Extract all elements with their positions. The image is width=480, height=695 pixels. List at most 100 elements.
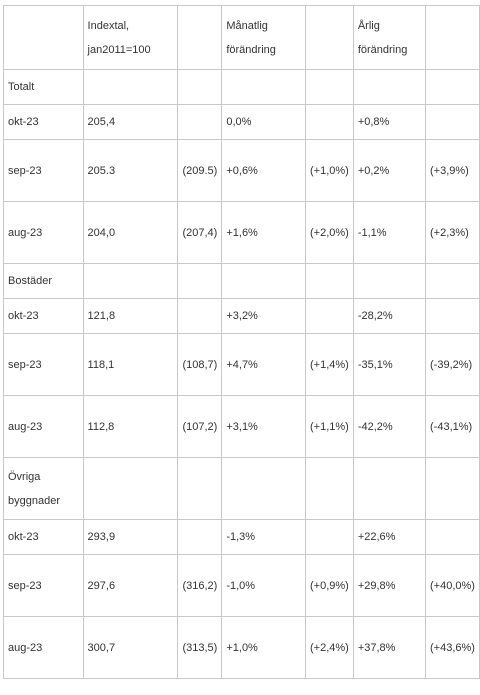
table-cell: 205.3 [82, 139, 179, 202]
table-cell: (+1,1%) [305, 395, 354, 458]
header-cell-annual-prev [425, 5, 480, 70]
table-cell: 118,1 [82, 333, 179, 396]
table-cell [425, 519, 480, 555]
table-cell: (209.5) [177, 139, 223, 202]
table-cell [82, 457, 179, 520]
table-row: sep-23 205.3 (209.5) +0,6% (+1,0%) +0,2%… [3, 139, 480, 202]
table-cell [425, 69, 480, 105]
table-row: sep-23 297,6 (316,2) -1,0% (+0,9%) +29,8… [3, 554, 480, 617]
table-cell: +29,8% [352, 554, 427, 617]
table-cell [177, 263, 223, 299]
table-cell [425, 104, 480, 140]
table-cell: (108,7) [177, 333, 223, 396]
table-cell [305, 298, 354, 334]
table-cell: (107,2) [177, 395, 223, 458]
table-cell [82, 263, 179, 299]
table-cell: okt-23 [3, 298, 84, 334]
table-header-row: Indextal, jan2011=100 Månatlig förändrin… [3, 5, 480, 70]
table-cell [177, 457, 223, 520]
table-cell: (+40,0%) [425, 554, 480, 617]
table-cell [221, 263, 306, 299]
table-cell: (+0,9%) [305, 554, 354, 617]
table-cell: +22,6% [352, 519, 427, 555]
table-cell: sep-23 [3, 139, 84, 202]
table-cell [425, 263, 480, 299]
table-row: aug-23 204,0 (207,4) +1,6% (+2,0%) -1,1%… [3, 201, 480, 264]
table-cell: (+2,3%) [425, 201, 480, 264]
table-cell: +0,2% [352, 139, 427, 202]
header-cell-label [3, 5, 84, 70]
header-cell-index: Indextal, jan2011=100 [82, 5, 179, 70]
table-cell: 300,7 [82, 616, 179, 679]
table-row: okt-23 205,4 0,0% +0,8% [3, 104, 480, 140]
table-cell: (+2,4%) [305, 616, 354, 679]
table-cell: okt-23 [3, 104, 84, 140]
table-cell: 205,4 [82, 104, 179, 140]
table-row: sep-23 118,1 (108,7) +4,7% (+1,4%) -35,1… [3, 333, 480, 396]
table-cell [425, 298, 480, 334]
table-cell: -1,0% [221, 554, 306, 617]
table-row: aug-23 112,8 (107,2) +3,1% (+1,1%) -42,2… [3, 395, 480, 458]
table-cell: sep-23 [3, 554, 84, 617]
table-cell: (-39,2%) [425, 333, 480, 396]
table-cell [352, 263, 427, 299]
table-cell [425, 457, 480, 520]
table-cell: 121,8 [82, 298, 179, 334]
table-cell [221, 69, 306, 105]
table-cell [177, 298, 223, 334]
table-cell: -1,3% [221, 519, 306, 555]
table-cell: +4,7% [221, 333, 306, 396]
table-cell [82, 69, 179, 105]
table-cell [305, 457, 354, 520]
table-cell: aug-23 [3, 395, 84, 458]
table-cell: Totalt [3, 69, 84, 105]
table-cell: -28,2% [352, 298, 427, 334]
table-cell [352, 457, 427, 520]
table-cell: 293,9 [82, 519, 179, 555]
table-cell: (+2,0%) [305, 201, 354, 264]
table-cell: Övriga byggnader [3, 457, 84, 520]
table-cell: +37,8% [352, 616, 427, 679]
table-cell [221, 457, 306, 520]
table-cell: sep-23 [3, 333, 84, 396]
table-cell: 204,0 [82, 201, 179, 264]
header-cell-index-prev [177, 5, 223, 70]
table-cell: Bostäder [3, 263, 84, 299]
table-cell: +0,8% [352, 104, 427, 140]
table-cell: okt-23 [3, 519, 84, 555]
table-cell [305, 104, 354, 140]
table-cell: (313,5) [177, 616, 223, 679]
table-cell: -1,1% [352, 201, 427, 264]
header-cell-monthly-change: Månatlig förändring [221, 5, 306, 70]
table-cell: (+1,0%) [305, 139, 354, 202]
table-cell: -42,2% [352, 395, 427, 458]
section-row-totalt: Totalt [3, 69, 480, 105]
table-cell: aug-23 [3, 616, 84, 679]
table-cell: (+43,6%) [425, 616, 480, 679]
construction-cost-index-table: Indextal, jan2011=100 Månatlig förändrin… [3, 5, 480, 679]
table-cell: -35,1% [352, 333, 427, 396]
table-cell: (316,2) [177, 554, 223, 617]
table-cell: +3,2% [221, 298, 306, 334]
table-cell: 297,6 [82, 554, 179, 617]
table-cell [177, 104, 223, 140]
table-cell [305, 69, 354, 105]
table-cell: +1,6% [221, 201, 306, 264]
table-cell [177, 69, 223, 105]
table-cell: +1,0% [221, 616, 306, 679]
table-cell [352, 69, 427, 105]
table-row: okt-23 121,8 +3,2% -28,2% [3, 298, 480, 334]
table-cell: (+1,4%) [305, 333, 354, 396]
table-cell: (207,4) [177, 201, 223, 264]
table-row: okt-23 293,9 -1,3% +22,6% [3, 519, 480, 555]
table-cell: +0,6% [221, 139, 306, 202]
section-row-ovriga-byggnader: Övriga byggnader [3, 457, 480, 520]
table-cell [305, 519, 354, 555]
section-row-bostader: Bostäder [3, 263, 480, 299]
table-cell: +3,1% [221, 395, 306, 458]
index-table-container: Indextal, jan2011=100 Månatlig förändrin… [3, 5, 480, 679]
table-cell [177, 519, 223, 555]
table-cell: 112,8 [82, 395, 179, 458]
table-row: aug-23 300,7 (313,5) +1,0% (+2,4%) +37,8… [3, 616, 480, 679]
table-cell: (-43,1%) [425, 395, 480, 458]
